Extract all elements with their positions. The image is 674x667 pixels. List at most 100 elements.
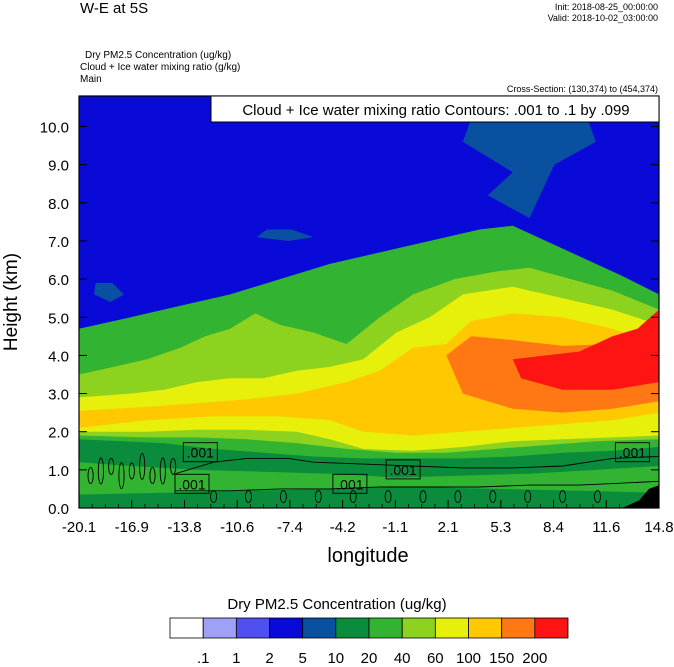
x-tick-label: -7.4 [277, 519, 303, 536]
colorbar-swatch [235, 617, 270, 639]
contour-loop [349, 490, 357, 504]
colorbar-swatch [501, 617, 536, 639]
contour-label: .001 [174, 473, 210, 494]
field-region [256, 229, 314, 241]
contour-loop [87, 467, 94, 485]
x-tick-label: -4.2 [330, 519, 356, 536]
colorbar-label: 2 [265, 650, 273, 667]
contour-label-text: .001 [336, 476, 363, 492]
contour-loop [149, 467, 156, 485]
contour-label-text: .001 [187, 445, 214, 461]
colorbar-label: 60 [427, 650, 444, 667]
colorbar-swatch [302, 617, 337, 639]
x-tick-label: 8.4 [543, 519, 564, 536]
field-region [94, 282, 124, 302]
contour-loop [314, 490, 322, 504]
colorbar-swatch [401, 617, 436, 639]
colorbar-swatch [169, 617, 204, 639]
colorbar-swatch [202, 617, 237, 639]
contour-label-text: .001 [178, 476, 205, 492]
colorbar-label: .1 [197, 650, 210, 667]
contour-loop [559, 490, 567, 504]
contour-loop [170, 457, 177, 475]
contour-loop [159, 457, 166, 485]
subtitle-cloud: Cloud + Ice water mixing ratio (g/kg) [80, 62, 241, 73]
contour-loop [594, 490, 601, 504]
x-tick-label: 11.6 [592, 519, 620, 536]
contour-line [175, 480, 659, 492]
field-region [79, 487, 659, 508]
colorbar-label: 5 [299, 650, 307, 667]
contour-label-text: .001 [619, 445, 646, 461]
colorbar-swatch [269, 617, 304, 639]
contour-label-text: .001 [389, 462, 416, 478]
y-tick-label: 2.0 [48, 425, 69, 442]
terrain [622, 485, 659, 508]
contour-line [175, 456, 659, 475]
contour-loop [454, 490, 462, 504]
contour-loop [128, 462, 135, 480]
cross-section-label: Cross-Section: (130,374) to (454,374) [506, 84, 658, 94]
colorbar-label: 200 [522, 650, 547, 667]
init-time: Init: 2018-08-25_00:00:00 [554, 2, 658, 12]
colorbar: .1 1 2 5 10 20 40 60 100 150 200 [169, 617, 569, 667]
colorbar-swatch [434, 617, 469, 639]
contour-label: .001 [614, 442, 650, 463]
colorbar-label: 10 [327, 650, 344, 667]
colorbar-swatch [335, 617, 370, 639]
colorbar-swatch [468, 617, 503, 639]
x-axis: -20.1 -16.9 -13.8 -10.6 -7.4 -4.2 -1.1 2.1 5.3 8.… [62, 500, 674, 536]
x-tick-label: -16.9 [115, 519, 149, 536]
x-axis-label: longitude [327, 545, 408, 567]
contour-loop [108, 457, 115, 475]
y-tick-label: 1.0 [48, 463, 69, 480]
y-tick-label: 10.0 [40, 120, 69, 137]
contour-loop [139, 452, 146, 480]
contour-loop [118, 462, 125, 490]
colorbar-label: 100 [456, 650, 481, 667]
contour-label: .001 [385, 459, 421, 480]
contour-loop [524, 490, 532, 504]
chart-title: W-E at 5S [80, 0, 149, 17]
y-tick-label: 4.0 [48, 348, 69, 365]
colorbar-label: 40 [394, 650, 411, 667]
colorbar-label: 20 [361, 650, 378, 667]
contour-info-text: Cloud + Ice water mixing ratio Contours:… [242, 102, 629, 119]
subtitle-main: Main [80, 74, 102, 85]
x-tick-label: -13.8 [167, 519, 201, 536]
cloud-contours: .001 .001 .001 .001 .001 [87, 442, 659, 508]
y-tick-label: 9.0 [48, 158, 69, 175]
x-tick-label: 14.8 [644, 519, 673, 536]
y-tick-label: 8.0 [48, 196, 69, 213]
subtitle-pm25: Dry PM2.5 Concentration (ug/kg) [85, 50, 232, 61]
y-tick-label: 3.0 [48, 387, 69, 404]
x-tick-label: -20.1 [62, 519, 96, 536]
colorbar-swatch [368, 617, 403, 639]
contour-loop [419, 490, 427, 504]
colorbar-label: 1 [232, 650, 240, 667]
pm25-field [79, 96, 659, 508]
contour-loop [384, 490, 392, 504]
valid-time: Valid: 2018-10-02_03:00:00 [547, 13, 658, 23]
colorbar-label: 150 [489, 650, 514, 667]
y-axis: 0.0 1.0 2.0 3.0 4.0 5.0 6.0 7.0 8.0 9.0 10.0 [40, 120, 659, 518]
field-region [79, 96, 438, 310]
contour-label: .001 [332, 473, 368, 494]
field-region [512, 309, 659, 390]
x-tick-label: -10.6 [220, 519, 254, 536]
y-tick-label: 6.0 [48, 272, 69, 289]
contour-loop [279, 490, 287, 504]
x-tick-label: -1.1 [382, 519, 408, 536]
contour-loop [489, 490, 497, 504]
contour-label: .001 [182, 442, 218, 463]
contour-info-box: Cloud + Ice water mixing ratio Contours:… [210, 95, 660, 123]
contour-loop [245, 490, 252, 504]
contour-loop [210, 490, 218, 504]
y-tick-label: 5.0 [48, 310, 69, 327]
contour-loop [97, 457, 104, 485]
colorbar-title: Dry PM2.5 Concentration (ug/kg) [227, 596, 447, 613]
x-tick-label: 5.3 [490, 519, 511, 536]
y-tick-label: 7.0 [48, 234, 69, 251]
y-tick-label: 0.0 [48, 501, 69, 518]
